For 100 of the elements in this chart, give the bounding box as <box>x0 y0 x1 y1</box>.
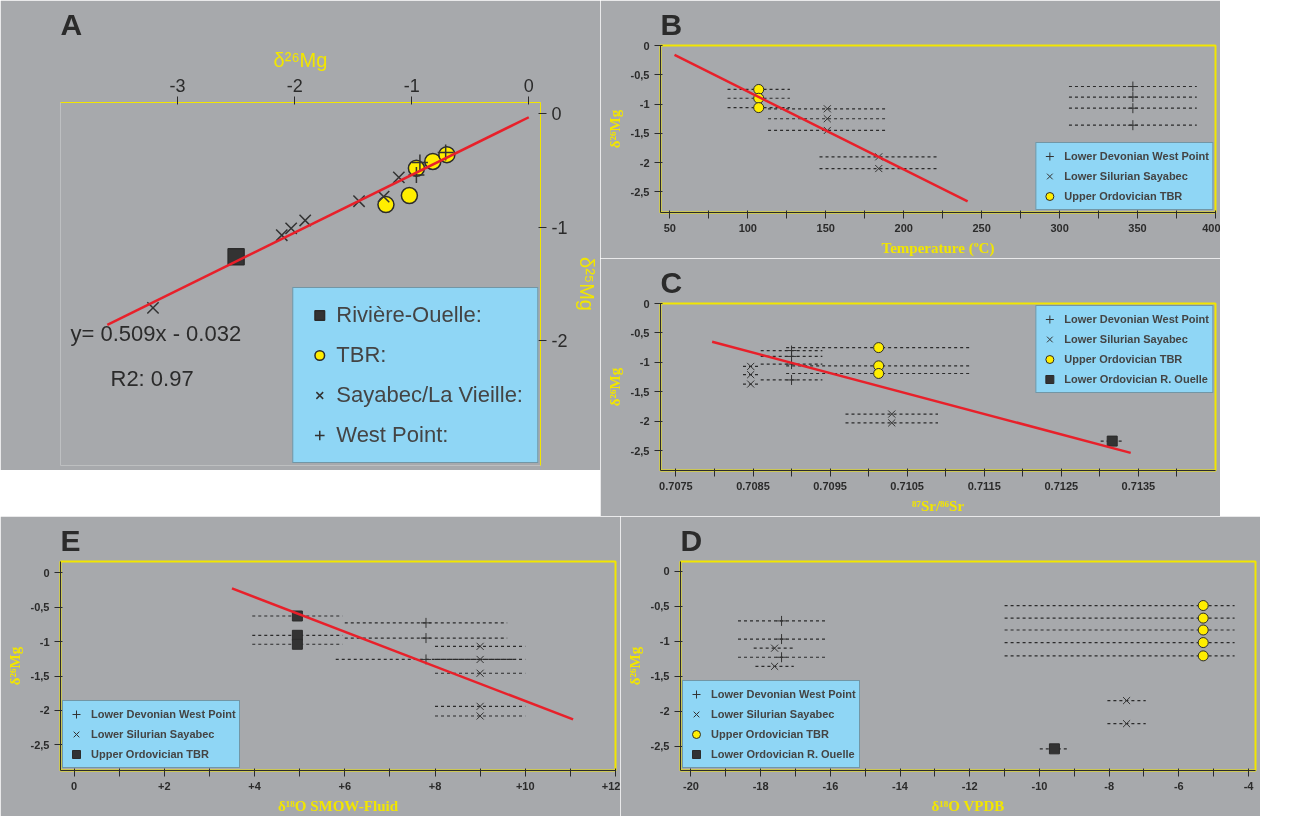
y-tick-label: -2,5 <box>650 740 670 753</box>
y-tick-label: -2 <box>639 415 650 428</box>
y-tick-label: 0 <box>663 565 670 578</box>
x-tick-label: -18 <box>752 779 769 792</box>
x-tick-label: 250 <box>972 221 991 234</box>
x-tick-label: +12 <box>601 779 621 792</box>
x-tick-label: -10 <box>1031 779 1048 792</box>
y-axis-title: δ²⁶Mg <box>626 646 643 686</box>
y-tick-label: -1 <box>659 635 670 648</box>
x-tick-label: 0.7125 <box>1044 479 1079 492</box>
legend-label: Rivière-Ouelle: <box>336 302 482 328</box>
x-tick-label: -3 <box>169 75 186 96</box>
x-tick-label: -20 <box>683 779 699 792</box>
chart-title: A <box>60 7 83 41</box>
x-tick-label: 400 <box>1202 221 1221 234</box>
point <box>1127 102 1139 114</box>
x-tick-label: 0.7075 <box>659 479 693 492</box>
x-tick-label: -14 <box>892 779 909 792</box>
point <box>823 114 832 123</box>
x-tick-label: 0.7105 <box>890 479 924 492</box>
legend-label: Lower Silurian Sayabec <box>1064 333 1188 345</box>
y-tick-label: -1 <box>39 635 50 648</box>
point <box>392 170 406 184</box>
legend-label: Lower Ordovician R. Ouelle <box>711 748 855 760</box>
y-tick-label: 0 <box>43 566 50 579</box>
x-tick-label: -12 <box>961 779 978 792</box>
point <box>1197 612 1209 624</box>
y-axis-title: δ²⁶Mg <box>606 109 623 149</box>
legend-label: Lower Ordovician R. Ouelle <box>1064 373 1208 385</box>
point <box>770 662 779 671</box>
legend-label: Upper Ordovician TBR <box>711 728 829 740</box>
point <box>874 164 883 173</box>
point <box>420 632 432 644</box>
point <box>352 194 366 208</box>
point <box>377 190 391 204</box>
x-tick-label: 50 <box>663 221 676 234</box>
x-tick-label: +8 <box>428 779 442 792</box>
point <box>786 374 798 386</box>
legend-label: Lower Devonian West Point <box>1064 150 1209 162</box>
x-tick-label: 0 <box>70 779 78 792</box>
y-tick-label: -0,5 <box>30 601 50 614</box>
legend-label: West Point: <box>336 422 449 448</box>
y-tick-label: -1,5 <box>630 385 650 398</box>
point <box>776 615 788 627</box>
y-axis-title: δ²⁶Mg <box>606 367 623 407</box>
legend-label: Lower Silurian Sayabec <box>91 728 215 740</box>
x-tick-label: 0.7095 <box>813 479 847 492</box>
point <box>1197 650 1209 662</box>
chart-title: C <box>660 265 683 299</box>
point <box>776 633 788 645</box>
point <box>1127 119 1139 131</box>
y-tick-label: -0,5 <box>630 326 650 339</box>
y-tick-label: -2,5 <box>30 738 50 751</box>
point <box>146 301 160 315</box>
point <box>400 186 419 205</box>
point <box>275 228 289 242</box>
x-tick-label: -4 <box>1243 779 1255 792</box>
point <box>753 102 765 114</box>
point <box>411 153 429 172</box>
legend-label: Lower Devonian West Point <box>1064 313 1209 325</box>
y-tick-label: -0,5 <box>650 600 670 613</box>
point <box>1048 743 1060 755</box>
point <box>1197 624 1209 636</box>
x-tick-label: 300 <box>1050 221 1069 234</box>
y-tick-label: -2,5 <box>630 185 650 198</box>
x-tick-label: +2 <box>158 779 171 792</box>
y-axis-title: δ²⁵Mg <box>575 257 598 311</box>
point <box>887 418 896 427</box>
point <box>746 362 755 371</box>
x-tick-label: 350 <box>1128 221 1147 234</box>
x-tick-label: 0.7135 <box>1121 479 1156 492</box>
x-axis-title: δ¹⁸O VPDB <box>931 797 1005 814</box>
x-tick-label: -16 <box>822 779 839 792</box>
point <box>770 644 779 653</box>
point <box>1197 600 1209 612</box>
point <box>823 104 832 113</box>
y-tick-label: -2 <box>39 704 50 717</box>
point <box>476 711 485 721</box>
y-tick-label: -2 <box>551 331 568 352</box>
point <box>476 702 485 711</box>
point <box>291 638 303 650</box>
legend-label: Upper Ordovician TBR <box>1064 190 1183 202</box>
legend-label: Upper Ordovician TBR <box>91 748 209 760</box>
y-tick-label: -1,5 <box>30 670 50 682</box>
point <box>476 669 485 678</box>
annotation: y= 0.509x - 0.032 <box>70 320 242 346</box>
x-tick-label: 0.7085 <box>736 479 770 492</box>
annotation: R2: 0.97 <box>110 365 194 391</box>
point <box>476 655 485 664</box>
legend-label: Lower Devonian West Point <box>91 708 236 720</box>
y-tick-label: -2 <box>639 156 650 169</box>
x-tick-label: +10 <box>515 779 535 792</box>
x-tick-label: -2 <box>286 75 303 96</box>
x-tick-label: 0.7115 <box>967 479 1001 492</box>
point <box>1197 637 1209 649</box>
legend-label: Lower Devonian West Point <box>711 688 856 700</box>
y-tick-label: -1,5 <box>650 670 670 683</box>
point <box>753 83 765 95</box>
point <box>298 214 312 227</box>
chart-title: B <box>660 7 683 41</box>
